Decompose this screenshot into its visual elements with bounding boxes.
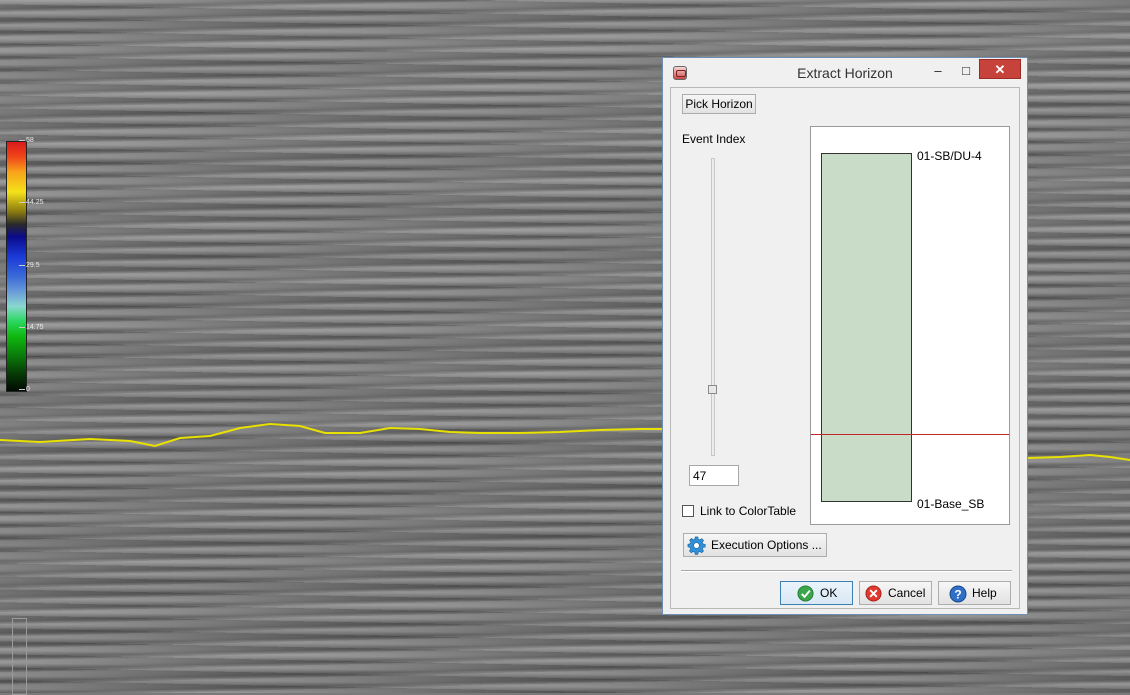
- close-button[interactable]: ✕: [979, 59, 1021, 79]
- extract-horizon-dialog: Extract Horizon – □ ✕ Pick Horizon Event…: [662, 57, 1028, 615]
- ok-button[interactable]: OK: [780, 581, 853, 605]
- cancel-icon: [865, 585, 882, 605]
- horizon-interval-box: [821, 153, 912, 502]
- title-bar[interactable]: Extract Horizon – □ ✕: [663, 58, 1027, 87]
- cancel-button[interactable]: Cancel: [859, 581, 932, 605]
- event-index-label: Event Index: [682, 132, 746, 146]
- ok-label: OK: [820, 586, 838, 600]
- event-index-slider[interactable]: [711, 158, 715, 456]
- link-colortable-label: Link to ColorTable: [700, 504, 797, 518]
- svg-text:?: ?: [954, 588, 961, 602]
- colorbar-tick: 0: [26, 386, 30, 393]
- separator: [681, 570, 1012, 572]
- colorbar-tick: 29.5: [26, 262, 40, 269]
- gear-icon: [687, 536, 706, 558]
- dialog-title: Extract Horizon: [797, 65, 893, 81]
- minimize-button[interactable]: –: [934, 63, 942, 78]
- link-colortable-checkbox[interactable]: [682, 505, 694, 517]
- color-scale-bar: [6, 141, 27, 392]
- event-index-marker: [811, 434, 1009, 435]
- event-index-input[interactable]: [689, 465, 739, 486]
- colorbar-tick: 14.75: [26, 324, 44, 331]
- cancel-label: Cancel: [888, 586, 926, 600]
- dialog-content: Pick Horizon Event Index Link to ColorTa…: [670, 87, 1020, 609]
- horizon-interval-panel[interactable]: 01-SB/DU-4 01-Base_SB: [810, 126, 1010, 525]
- help-icon: ?: [949, 585, 967, 606]
- top-horizon-label: 01-SB/DU-4: [917, 149, 982, 163]
- execution-options-button[interactable]: Execution Options ...: [683, 533, 827, 557]
- help-label: Help: [972, 586, 997, 600]
- pick-horizon-button[interactable]: Pick Horizon: [682, 94, 756, 114]
- base-horizon-label: 01-Base_SB: [917, 497, 985, 511]
- check-icon: [797, 585, 814, 605]
- app-icon[interactable]: [673, 66, 687, 80]
- colorbar-tick: 58: [26, 137, 34, 144]
- execution-options-label: Execution Options ...: [711, 538, 822, 552]
- event-index-slider-thumb[interactable]: [708, 385, 717, 394]
- maximize-button[interactable]: □: [962, 63, 970, 78]
- colorbar-tick: 44.25: [26, 199, 44, 206]
- scale-frame: [12, 618, 27, 695]
- help-button[interactable]: ? Help: [938, 581, 1011, 605]
